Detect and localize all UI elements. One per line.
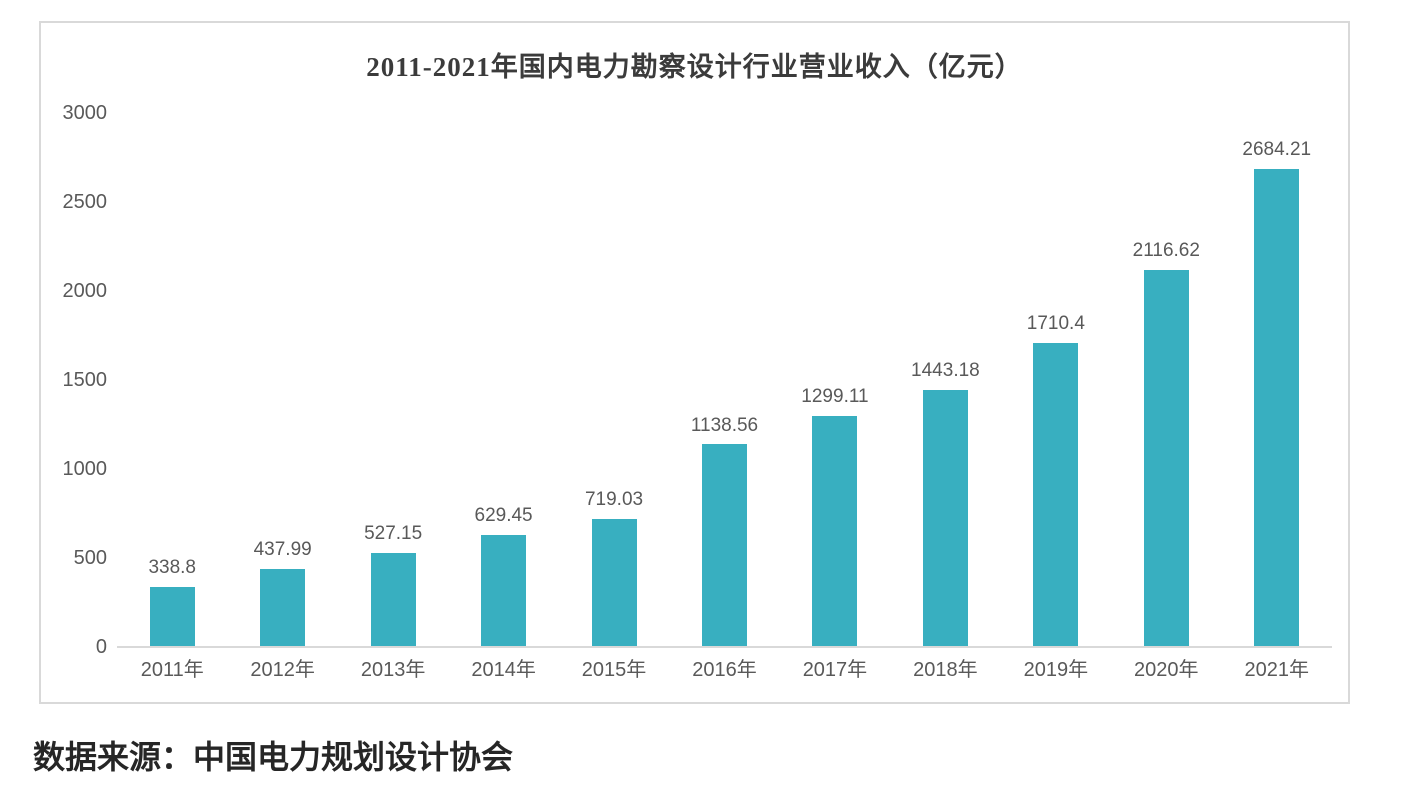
x-axis-category-label: 2014年: [471, 659, 536, 681]
bar: [812, 415, 858, 647]
bar: [481, 534, 527, 647]
x-axis-category-label: 2020年: [1134, 659, 1199, 681]
x-axis-category-label: 2012年: [250, 659, 315, 681]
bar-slot: 338.8: [117, 113, 227, 647]
bar-value-label: 338.8: [148, 556, 196, 578]
y-tick-label: 1500: [62, 369, 108, 391]
x-axis-category-label: 2011年: [140, 659, 204, 681]
bar-slot: 1443.18: [890, 113, 1000, 647]
x-axis-category-label: 2021年: [1244, 659, 1310, 681]
bar: [1143, 270, 1189, 647]
bar-slot: 1299.11: [780, 113, 890, 647]
x-axis-line: [117, 646, 1332, 648]
bar: [591, 519, 637, 647]
bar: [1254, 169, 1300, 647]
bar-slot: 2684.21: [1222, 113, 1332, 647]
y-tick-label: 0: [95, 636, 107, 658]
bar-value-label: 2116.62: [1132, 240, 1200, 262]
bar-value-label: 527.15: [364, 523, 423, 545]
bar-slot: 2116.62: [1111, 113, 1221, 647]
bar-value-label: 719.03: [584, 489, 644, 511]
bar-value-label: 1710.4: [1026, 312, 1085, 334]
source-note: 数据来源：中国电力规划设计协会: [33, 739, 514, 775]
bar-value-label: 1443.18: [911, 360, 980, 382]
bar: [1033, 342, 1079, 647]
bar-value-label: 1299.11: [801, 385, 869, 407]
bar-slot: 719.03: [559, 113, 669, 647]
x-axis-category-label: 2016年: [692, 659, 757, 681]
x-axis-category-label: 2017年: [802, 659, 868, 681]
y-tick-label: 500: [73, 547, 107, 569]
bar-slot: 437.99: [227, 113, 337, 647]
bar-value-label: 2684.21: [1242, 139, 1312, 161]
bar-slot: 1710.4: [1001, 113, 1111, 647]
x-axis-category-label: 2019年: [1023, 659, 1089, 681]
bar: [370, 553, 416, 647]
x-axis-labels: 2011年 2012年 2013年 2014年 2015年 2016年 2017年 2018年…: [117, 659, 1332, 681]
y-tick-label: 1000: [62, 458, 108, 480]
x-axis-category-label: 2015年: [581, 659, 647, 681]
bar-slot: 527.15: [338, 113, 448, 647]
bar-value-label: 1138.56: [690, 414, 759, 436]
bar-value-label: 629.45: [474, 505, 533, 527]
bar-value-label: 437.99: [253, 539, 312, 561]
bar: [149, 586, 195, 647]
y-axis-tick-labels: 0 500 1000 1500 2000 2500 3000: [41, 23, 1348, 702]
chart-card: 2011-2021年国内电力勘察设计行业营业收入（亿元） 0 500 1000 150…: [39, 21, 1350, 704]
x-axis-category-label: 2018年: [913, 659, 978, 681]
plot-area: 338.8 437.99 527.15 629.45 719.03 1138.56 1299…: [117, 113, 1332, 647]
bar: [922, 390, 968, 647]
bar-slot: 1138.56: [669, 113, 779, 647]
chart-title: 2011-2021年国内电力勘察设计行业营业收入（亿元）: [366, 52, 1023, 82]
bar: [701, 444, 747, 647]
y-tick-label: 3000: [62, 102, 108, 124]
bar: [260, 569, 306, 647]
y-tick-label: 2500: [62, 191, 108, 213]
bar-slot: 629.45: [448, 113, 558, 647]
y-tick-label: 2000: [62, 280, 108, 302]
x-axis-category-label: 2013年: [360, 659, 426, 681]
